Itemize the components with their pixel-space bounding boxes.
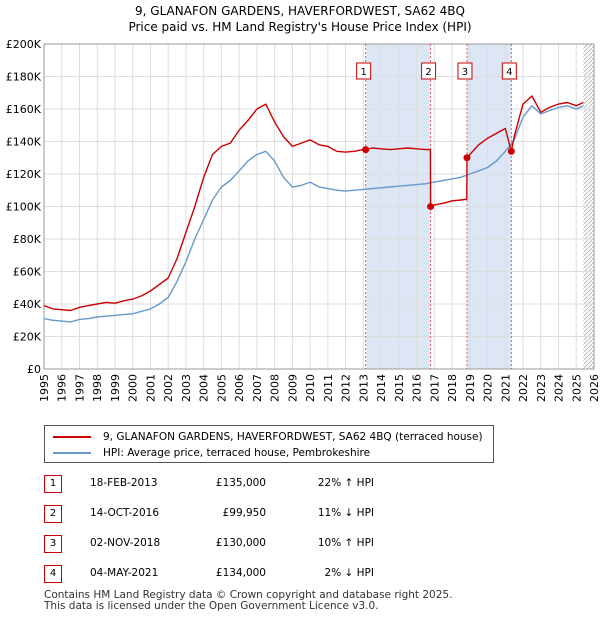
legend-label-hpi: HPI: Average price, terraced house, Pemb… [103,446,371,459]
transaction-hpi: 22% ↑ HPI [317,477,374,489]
y-tick-label: £120K [6,168,42,181]
hpi-line [43,105,584,323]
x-tick-label: 2007 [251,374,264,402]
sale-label: 3 [462,67,468,78]
price-chart: £0 £20K £40K £60K £80K £100K £120K £140K £160K £1… [6,38,600,402]
transaction-hpi: 2% ↓ HPI [324,567,374,579]
x-tick-label: 2013 [357,374,370,402]
transaction-price: £130,000 [215,537,266,549]
sale-label-box [501,62,517,80]
x-tick-label: 2020 [482,374,495,402]
x-tick-label: 2001 [144,374,157,402]
footer-line-2: This data is licensed under the Open Gov… [44,600,379,612]
x-tick-label: 2000 [127,374,140,402]
sale-label: 1 [360,67,366,78]
y-tick-label: £180K [6,71,42,84]
transaction-price: £135,000 [215,477,266,489]
transaction-number: 2 [44,505,62,523]
x-tick-label: 2010 [304,374,317,402]
x-tick-label: 2015 [393,374,406,402]
x-tick-label: 2003 [180,374,193,402]
transaction-price: £134,000 [215,567,266,579]
x-tick-label: 2016 [411,374,424,402]
transaction-number: 1 [44,475,62,493]
transaction-price: £99,950 [222,507,266,519]
price-paid-line [43,95,584,312]
sale-label-box [421,62,437,80]
transaction-date: 18-FEB-2013 [90,477,158,489]
chart-title: 9, GLANAFON GARDENS, HAVERFORDWEST, SA62… [0,3,600,35]
x-tick-label: 2019 [464,374,477,402]
title-line-2: Price paid vs. HM Land Registry's House … [128,20,472,34]
y-tick-label: £0 [27,363,41,376]
x-tick-label: 2025 [570,374,583,402]
y-tick-label: £200K [6,38,42,51]
x-tick-label: 2009 [286,374,299,402]
legend: 9, GLANAFON GARDENS, HAVERFORDWEST, SA62… [44,425,494,463]
x-tick-label: 2008 [269,374,282,402]
x-tick-label: 2026 [588,374,600,402]
legend-item-price-paid: 9, GLANAFON GARDENS, HAVERFORDWEST, SA62… [53,429,483,444]
x-tick-label: 1999 [109,374,122,402]
sale-label-box [457,62,473,80]
title-line-1: 9, GLANAFON GARDENS, HAVERFORDWEST, SA62… [135,4,465,18]
legend-label-price-paid: 9, GLANAFON GARDENS, HAVERFORDWEST, SA62… [103,430,483,443]
footer: Contains HM Land Registry data © Crown c… [44,590,452,612]
footer-line-1: Contains HM Land Registry data © Crown c… [44,589,453,601]
transaction-hpi: 10% ↑ HPI [317,537,374,549]
x-tick-label: 2004 [198,374,211,402]
x-tick-label: 1998 [91,374,104,402]
x-tick-label: 1995 [38,374,51,402]
sale-point [427,203,435,211]
sale-point [362,146,370,154]
y-tick-label: £140K [6,136,42,149]
sale-point [507,147,515,155]
y-tick-label: £40K [13,298,42,311]
y-tick-label: £80K [13,233,42,246]
sale-label: 2 [425,67,431,78]
x-tick-label: 2014 [375,374,388,402]
x-tick-label: 2023 [535,374,548,402]
transaction-number: 3 [44,535,62,553]
x-tick-label: 2021 [499,374,512,402]
legend-item-hpi: HPI: Average price, terraced house, Pemb… [53,445,370,460]
x-tick-label: 2017 [428,374,441,402]
plot-border [43,43,595,370]
x-tick-label: 2024 [553,374,566,402]
x-tick-label: 2022 [517,374,530,402]
x-tick-label: 2018 [446,374,459,402]
price-paid-swatch [53,435,91,438]
transaction-date: 14-OCT-2016 [90,507,159,519]
y-tick-label: £100K [6,201,42,214]
x-tick-label: 2012 [340,374,353,402]
sale-label: 4 [506,67,512,78]
sale-point [463,154,471,162]
x-tick-label: 2005 [215,374,228,402]
y-tick-label: £160K [6,103,42,116]
y-tick-label: £60K [13,266,42,279]
transaction-hpi: 11% ↓ HPI [317,507,374,519]
y-tick-label: £20K [13,331,42,344]
x-tick-label: 2002 [162,374,175,402]
x-tick-label: 2011 [322,374,335,402]
transaction-number: 4 [44,565,62,583]
x-tick-label: 1997 [73,374,86,402]
x-tick-label: 2006 [233,374,246,402]
sale-label-box [356,62,372,80]
transaction-date: 04-MAY-2021 [90,567,159,579]
hpi-swatch [53,451,91,454]
x-tick-label: 1996 [56,374,69,402]
transaction-date: 02-NOV-2018 [90,537,161,549]
